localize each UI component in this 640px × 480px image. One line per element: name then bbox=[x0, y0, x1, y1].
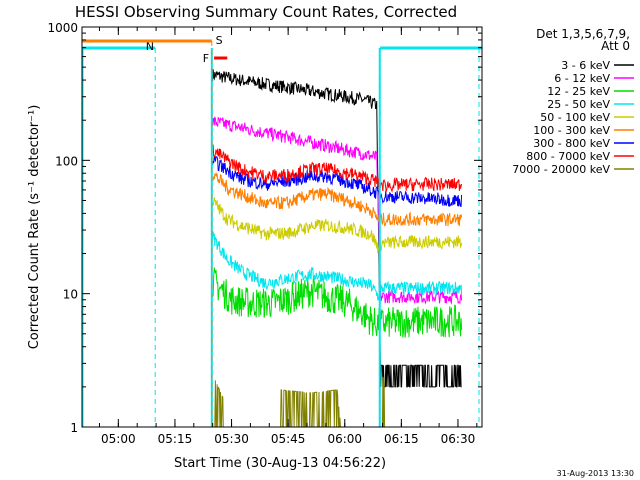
x-axis-label: Start Time (30-Aug-13 04:56:22) bbox=[174, 456, 386, 471]
x-tick-label: 05:15 bbox=[158, 432, 193, 446]
legend-header-2: Att 0 bbox=[601, 39, 630, 53]
x-tick-label: 06:30 bbox=[441, 432, 476, 446]
legend-entry-label: 50 - 100 keV bbox=[540, 111, 610, 124]
series-line-2 bbox=[212, 267, 463, 338]
legend-entry-label: 7000 - 20000 keV bbox=[512, 163, 610, 176]
y-tick-label: 1000 bbox=[47, 21, 78, 35]
legend-entry-label: 300 - 800 keV bbox=[533, 137, 610, 150]
y-tick-label: 10 bbox=[63, 288, 78, 302]
x-tick-label: 06:15 bbox=[384, 432, 419, 446]
series-line-0 bbox=[212, 69, 462, 388]
series-layer bbox=[212, 69, 463, 428]
footer-timestamp: 31-Aug-2013 13:30 bbox=[557, 469, 634, 478]
chart-title: HESSI Observing Summary Count Rates, Cor… bbox=[75, 3, 457, 21]
series-line-4 bbox=[212, 197, 463, 254]
series-line-7 bbox=[212, 144, 463, 193]
y-tick-label: 100 bbox=[55, 154, 78, 168]
y-axis-label: Corrected Count Rate (s⁻¹ detector⁻¹) bbox=[27, 105, 42, 350]
y-tick-label: 1 bbox=[70, 421, 78, 435]
legend-entry-label: 6 - 12 keV bbox=[554, 72, 610, 85]
legend-entry-label: 25 - 50 keV bbox=[547, 98, 610, 111]
flare-label: F bbox=[203, 52, 209, 65]
night-label: N bbox=[146, 40, 154, 53]
legend-header-1: Det 1,3,5,6,7,9, bbox=[536, 27, 630, 41]
x-tick-label: 06:00 bbox=[327, 432, 362, 446]
saa-label: S bbox=[216, 34, 223, 47]
legend-entry-label: 3 - 6 keV bbox=[561, 59, 610, 72]
plot-frame bbox=[81, 26, 483, 428]
axis-ticks: 05:00 05:15 05:30 05:45 06:00 06:15 06:30 1 10 10… bbox=[47, 21, 482, 446]
x-tick-label: 05:00 bbox=[101, 432, 136, 446]
legend-entry-label: 800 - 7000 keV bbox=[526, 150, 610, 163]
legend-entry-label: 100 - 300 keV bbox=[533, 124, 610, 137]
series-line-5 bbox=[212, 171, 463, 227]
x-tick-label: 05:30 bbox=[214, 432, 249, 446]
x-tick-label: 05:45 bbox=[271, 432, 306, 446]
series-line-3 bbox=[212, 231, 463, 301]
legend-entry-label: 12 - 25 keV bbox=[547, 85, 610, 98]
series-line-1 bbox=[212, 116, 463, 305]
